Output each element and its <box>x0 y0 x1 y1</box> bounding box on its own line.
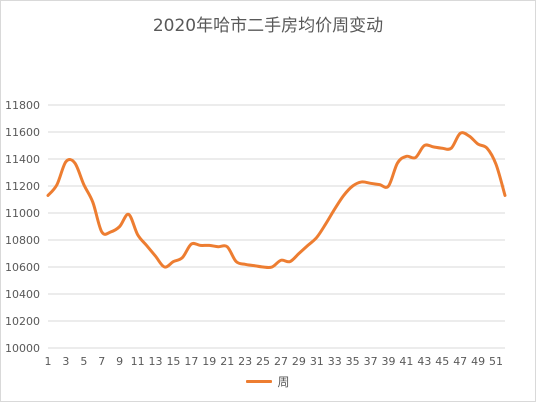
x-tick-label: 13 <box>149 355 163 368</box>
chart-title: 2020年哈市二手房均价周变动 <box>152 16 384 36</box>
x-tick-label: 7 <box>98 355 105 368</box>
x-tick-label: 31 <box>310 355 324 368</box>
x-tick-label: 3 <box>62 355 69 368</box>
y-tick-label: 10000 <box>5 342 40 355</box>
x-tick-label: 35 <box>346 355 360 368</box>
legend: 周 <box>1 373 535 390</box>
legend-swatch <box>246 380 273 383</box>
x-tick-label: 37 <box>364 355 378 368</box>
x-tick-label: 21 <box>220 355 234 368</box>
x-tick-label: 15 <box>166 355 180 368</box>
x-tick-label: 41 <box>399 355 413 368</box>
y-tick-label: 11800 <box>5 99 40 112</box>
x-tick-label: 29 <box>292 355 306 368</box>
x-tick-label: 1 <box>45 355 52 368</box>
y-tick-label: 11200 <box>5 180 40 193</box>
x-tick-label: 9 <box>116 355 123 368</box>
y-tick-label: 10400 <box>5 288 40 301</box>
legend-label: 周 <box>277 375 290 389</box>
x-tick-label: 49 <box>471 355 485 368</box>
x-tick-label: 43 <box>417 355 431 368</box>
y-tick-label: 11600 <box>5 126 40 139</box>
y-tick-label: 11000 <box>5 207 40 220</box>
x-tick-label: 5 <box>80 355 87 368</box>
x-tick-label: 39 <box>382 355 396 368</box>
x-tick-label: 47 <box>453 355 467 368</box>
x-tick-label: 45 <box>435 355 449 368</box>
x-tick-label: 33 <box>328 355 342 368</box>
x-tick-label: 23 <box>238 355 252 368</box>
x-tick-label: 27 <box>274 355 288 368</box>
x-tick-label: 11 <box>131 355 145 368</box>
y-tick-label: 11400 <box>5 153 40 166</box>
x-tick-label: 17 <box>184 355 198 368</box>
x-tick-label: 25 <box>256 355 270 368</box>
y-tick-label: 10800 <box>5 234 40 247</box>
x-tick-label: 19 <box>202 355 216 368</box>
series-line <box>46 131 507 270</box>
x-tick-label: 51 <box>489 355 503 368</box>
y-tick-label: 10600 <box>5 261 40 274</box>
y-tick-label: 10200 <box>5 315 40 328</box>
